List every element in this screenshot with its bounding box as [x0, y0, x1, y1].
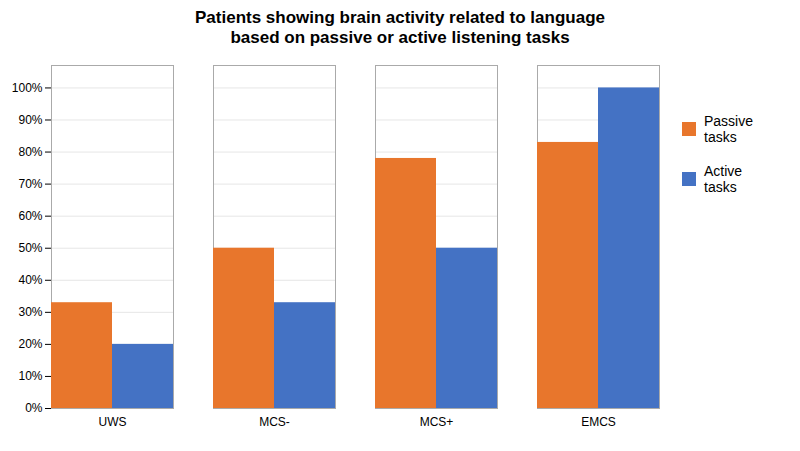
html-text:Passive tasks: Passive tasks [704, 112, 753, 145]
svg-text:50%: 50% [18, 241, 42, 255]
svg-text:80%: 80% [18, 145, 42, 159]
html-text:Active tasks: Active tasks [704, 163, 743, 196]
svg-text:90%: 90% [18, 113, 42, 127]
svg-text:20%: 20% [18, 337, 42, 351]
svg-text:30%: 30% [18, 305, 42, 319]
svg-text:10%: 10% [18, 369, 42, 383]
svg-text:0%: 0% [25, 401, 43, 415]
svg-text:60%: 60% [18, 209, 42, 223]
svg-text:40%: 40% [18, 273, 42, 287]
svg-text:100%: 100% [12, 81, 43, 95]
html-text:Patients showing brain activit: Patients showing brain activity related … [195, 8, 605, 48]
svg-text:70%: 70% [18, 177, 42, 191]
svg-text:MCS+: MCS+ [420, 415, 454, 429]
svg-text:UWS: UWS [99, 415, 127, 429]
svg-text:MCS-: MCS- [259, 415, 290, 429]
svg-text:EMCS: EMCS [581, 415, 616, 429]
